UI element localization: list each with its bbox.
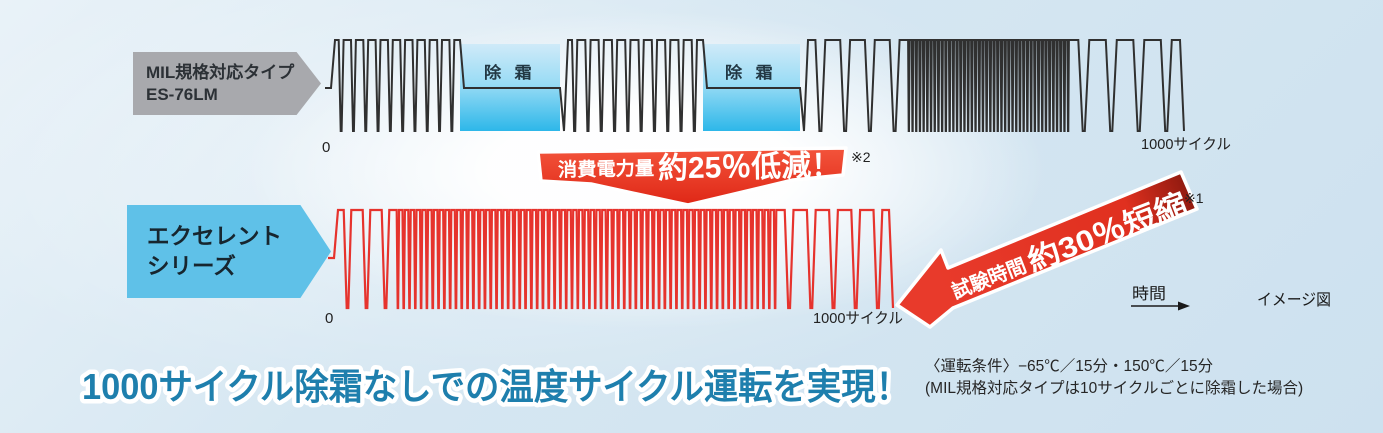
test-time-arrow bbox=[895, 170, 1199, 329]
operating-conditions-line2: (MIL規格対応タイプは10サイクルごとに除霜した場合) bbox=[925, 379, 1304, 397]
product-label-mil-type: MIL規格対応タイプ ES-76LM bbox=[133, 52, 321, 115]
mil-type-temperature-waveform bbox=[325, 39, 1185, 132]
time-axis-arrowhead-icon bbox=[1178, 301, 1190, 311]
bottom-axis-origin-label: 0 bbox=[325, 310, 333, 327]
defrost-box-2-label: 除 霜 bbox=[725, 63, 777, 82]
power-banner-main: 約25％低減！ bbox=[658, 149, 842, 185]
top-axis-end-label: 1000サイクル bbox=[1141, 136, 1231, 153]
product-label-excellent-line1: エクセレント bbox=[147, 223, 283, 249]
product-label-excellent-line2: シリーズ bbox=[147, 253, 236, 279]
operating-conditions: 〈運転条件〉−65℃／15分・150℃／15分 (MIL規格対応タイプは10サイ… bbox=[925, 356, 1345, 399]
bottom-axis-end-label: 1000サイクル bbox=[813, 310, 903, 327]
product-label-mil-line2: ES-76LM bbox=[146, 84, 218, 104]
defrost-box-1-label: 除 霜 bbox=[484, 63, 536, 82]
product-label-excellent-series: エクセレント シリーズ bbox=[127, 205, 331, 298]
product-label-mil-line1: MIL規格対応タイプ bbox=[146, 62, 295, 82]
footnote-1-marker: ※1 bbox=[1184, 190, 1204, 206]
power-banner-prefix: 消費電力量 bbox=[558, 157, 654, 182]
excellent-series-temperature-waveform bbox=[328, 208, 895, 310]
power-reduction-banner-text: 消費電力量 約25％低減！ bbox=[558, 149, 842, 185]
top-axis-origin-label: 0 bbox=[322, 139, 330, 156]
headline: 1000サイクル除霜なしでの温度サイクル運転を実現！ bbox=[82, 366, 910, 407]
image-note-label: イメージ図 bbox=[1257, 292, 1331, 309]
footnote-2-marker: ※2 bbox=[851, 149, 871, 165]
time-axis-label: 時間 bbox=[1132, 285, 1166, 303]
power-reduction-banner bbox=[536, 146, 848, 207]
operating-conditions-line1: 〈運転条件〉−65℃／15分・150℃／15分 bbox=[925, 358, 1214, 375]
